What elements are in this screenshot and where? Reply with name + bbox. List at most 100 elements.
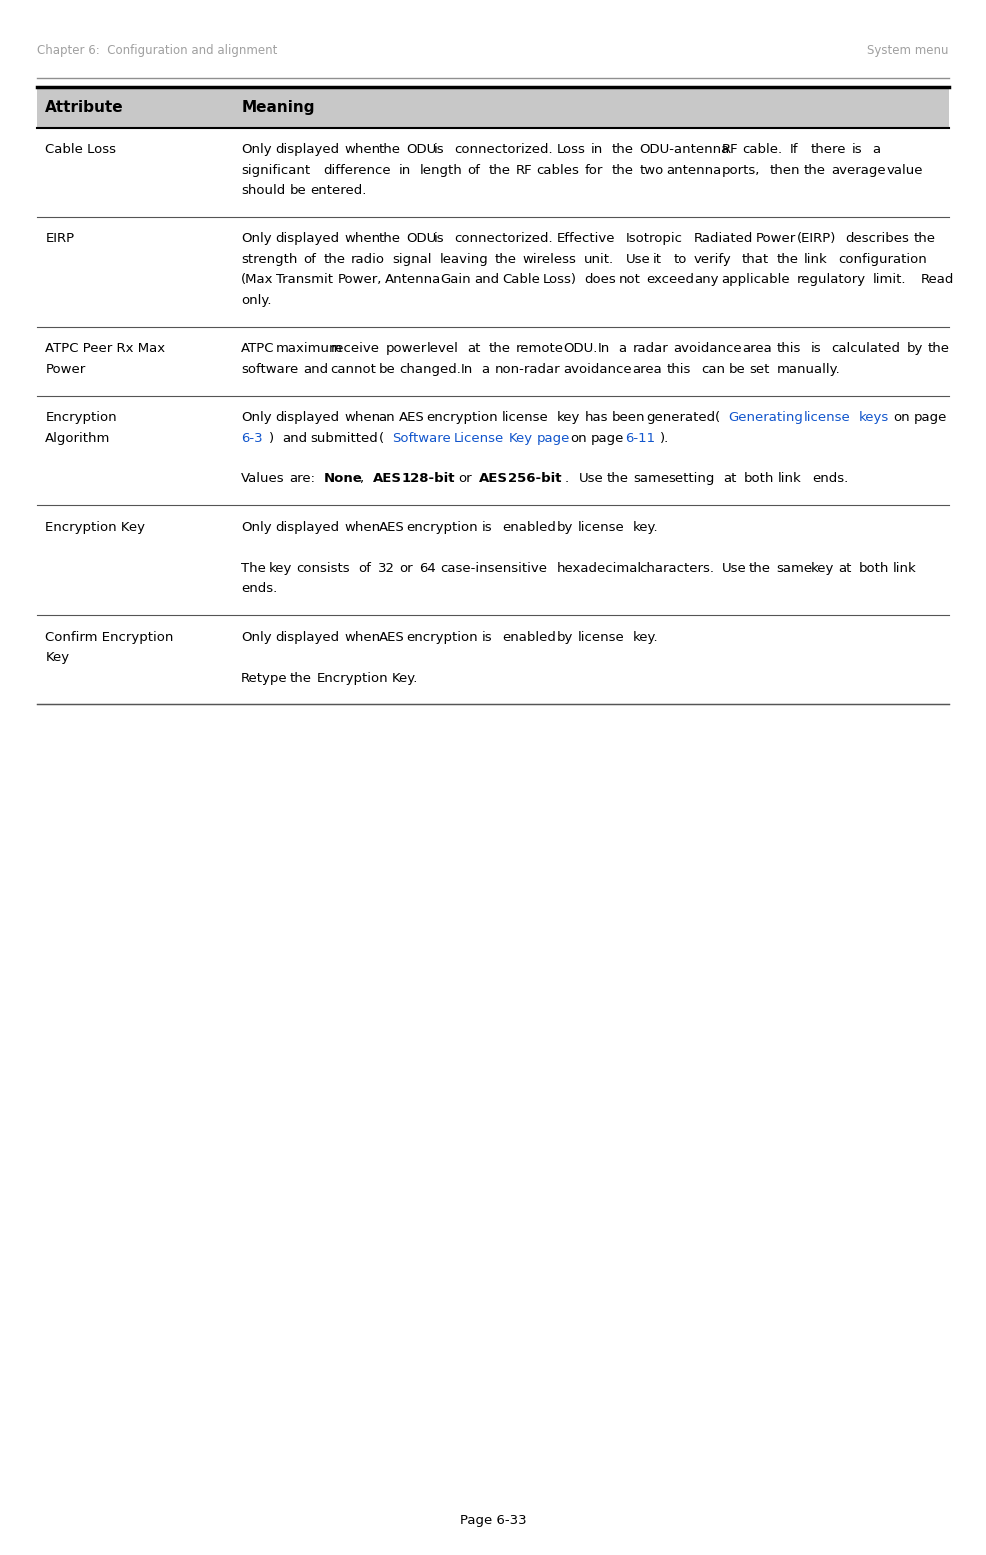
Text: Read: Read	[921, 274, 953, 286]
Text: RF: RF	[722, 143, 739, 156]
Text: wireless: wireless	[523, 253, 577, 266]
Text: maximum: maximum	[275, 342, 342, 355]
Text: EIRP: EIRP	[45, 232, 75, 246]
Text: any: any	[694, 274, 719, 286]
Text: key.: key.	[632, 521, 658, 533]
Text: Values: Values	[242, 473, 285, 485]
Text: Power,: Power,	[337, 274, 382, 286]
Text: 6-11: 6-11	[625, 432, 656, 445]
Text: displayed: displayed	[275, 411, 339, 425]
Text: page: page	[592, 432, 624, 445]
Text: ODU-antenna: ODU-antenna	[639, 143, 730, 156]
Text: is: is	[433, 143, 444, 156]
Text: or: or	[399, 561, 413, 575]
Text: the: the	[495, 253, 517, 266]
Text: not: not	[618, 274, 641, 286]
Text: limit.: limit.	[873, 274, 906, 286]
Text: is: is	[433, 232, 444, 246]
Text: by: by	[557, 521, 573, 533]
Text: of: of	[358, 561, 371, 575]
Text: license: license	[578, 631, 624, 644]
Text: length: length	[420, 163, 462, 177]
Text: describes: describes	[845, 232, 909, 246]
Text: key.: key.	[632, 631, 658, 644]
Text: the: the	[804, 163, 826, 177]
Text: there: there	[810, 143, 846, 156]
Text: Only: Only	[242, 232, 272, 246]
Text: software: software	[242, 362, 299, 376]
Text: ,: ,	[359, 473, 364, 485]
Text: AES: AES	[379, 631, 404, 644]
Text: by: by	[907, 342, 923, 355]
Text: key: key	[810, 561, 834, 575]
Text: Antenna: Antenna	[386, 274, 442, 286]
Text: area: area	[742, 342, 772, 355]
Text: None: None	[323, 473, 362, 485]
Text: RF: RF	[516, 163, 532, 177]
Text: Encryption: Encryption	[45, 411, 117, 425]
Text: connectorized.: connectorized.	[454, 143, 552, 156]
Text: avoidance: avoidance	[673, 342, 742, 355]
Text: strength: strength	[242, 253, 298, 266]
Text: characters.: characters.	[639, 561, 714, 575]
Text: been: been	[611, 411, 645, 425]
Text: the: the	[928, 342, 950, 355]
Text: then: then	[769, 163, 800, 177]
Text: the: the	[488, 163, 510, 177]
Text: ODU.: ODU.	[564, 342, 599, 355]
Text: In: In	[460, 362, 473, 376]
Text: when: when	[344, 411, 381, 425]
Text: on: on	[571, 432, 588, 445]
Text: the: the	[289, 672, 312, 684]
Text: AES: AES	[479, 473, 509, 485]
Text: Cable Loss: Cable Loss	[45, 143, 116, 156]
Text: ODU: ODU	[406, 232, 436, 246]
Text: regulatory: regulatory	[797, 274, 866, 286]
Text: applicable: applicable	[722, 274, 790, 286]
Text: .: .	[565, 473, 569, 485]
Text: generated: generated	[646, 411, 715, 425]
Text: set: set	[749, 362, 769, 376]
Text: unit.: unit.	[585, 253, 614, 266]
Text: Isotropic: Isotropic	[625, 232, 682, 246]
Text: Loss): Loss)	[543, 274, 577, 286]
Text: link: link	[778, 473, 802, 485]
Text: radar: radar	[632, 342, 669, 355]
Text: connectorized.: connectorized.	[454, 232, 552, 246]
Text: Retype: Retype	[242, 672, 288, 684]
Text: manually.: manually.	[776, 362, 840, 376]
Text: average: average	[831, 163, 885, 177]
Text: key: key	[268, 561, 292, 575]
Text: be: be	[379, 362, 395, 376]
Text: when: when	[344, 631, 381, 644]
Text: a: a	[618, 342, 627, 355]
Text: AES: AES	[399, 411, 425, 425]
Text: the: the	[379, 232, 400, 246]
Text: be: be	[729, 362, 745, 376]
Text: link: link	[893, 561, 917, 575]
Text: key: key	[557, 411, 580, 425]
Text: Encryption: Encryption	[317, 672, 388, 684]
Text: difference: difference	[323, 163, 391, 177]
Text: Transmit: Transmit	[275, 274, 332, 286]
Text: (: (	[379, 432, 384, 445]
Text: consists: consists	[296, 561, 350, 575]
Text: verify: verify	[694, 253, 732, 266]
Text: Confirm Encryption: Confirm Encryption	[45, 631, 174, 644]
Text: 128-bit: 128-bit	[401, 473, 455, 485]
Text: Key: Key	[45, 652, 69, 664]
Bar	[37, 87, 949, 128]
Text: value: value	[886, 163, 923, 177]
Text: this: this	[776, 342, 801, 355]
Text: Gain: Gain	[440, 274, 471, 286]
Text: in: in	[399, 163, 411, 177]
Text: Cable: Cable	[502, 274, 539, 286]
Text: entered.: entered.	[310, 183, 366, 197]
Text: at: at	[838, 561, 852, 575]
Text: cable.: cable.	[742, 143, 782, 156]
Text: Use: Use	[625, 253, 650, 266]
Text: changed.: changed.	[399, 362, 460, 376]
Text: Loss: Loss	[557, 143, 586, 156]
Text: a: a	[873, 143, 880, 156]
Text: antenna: antenna	[667, 163, 722, 177]
